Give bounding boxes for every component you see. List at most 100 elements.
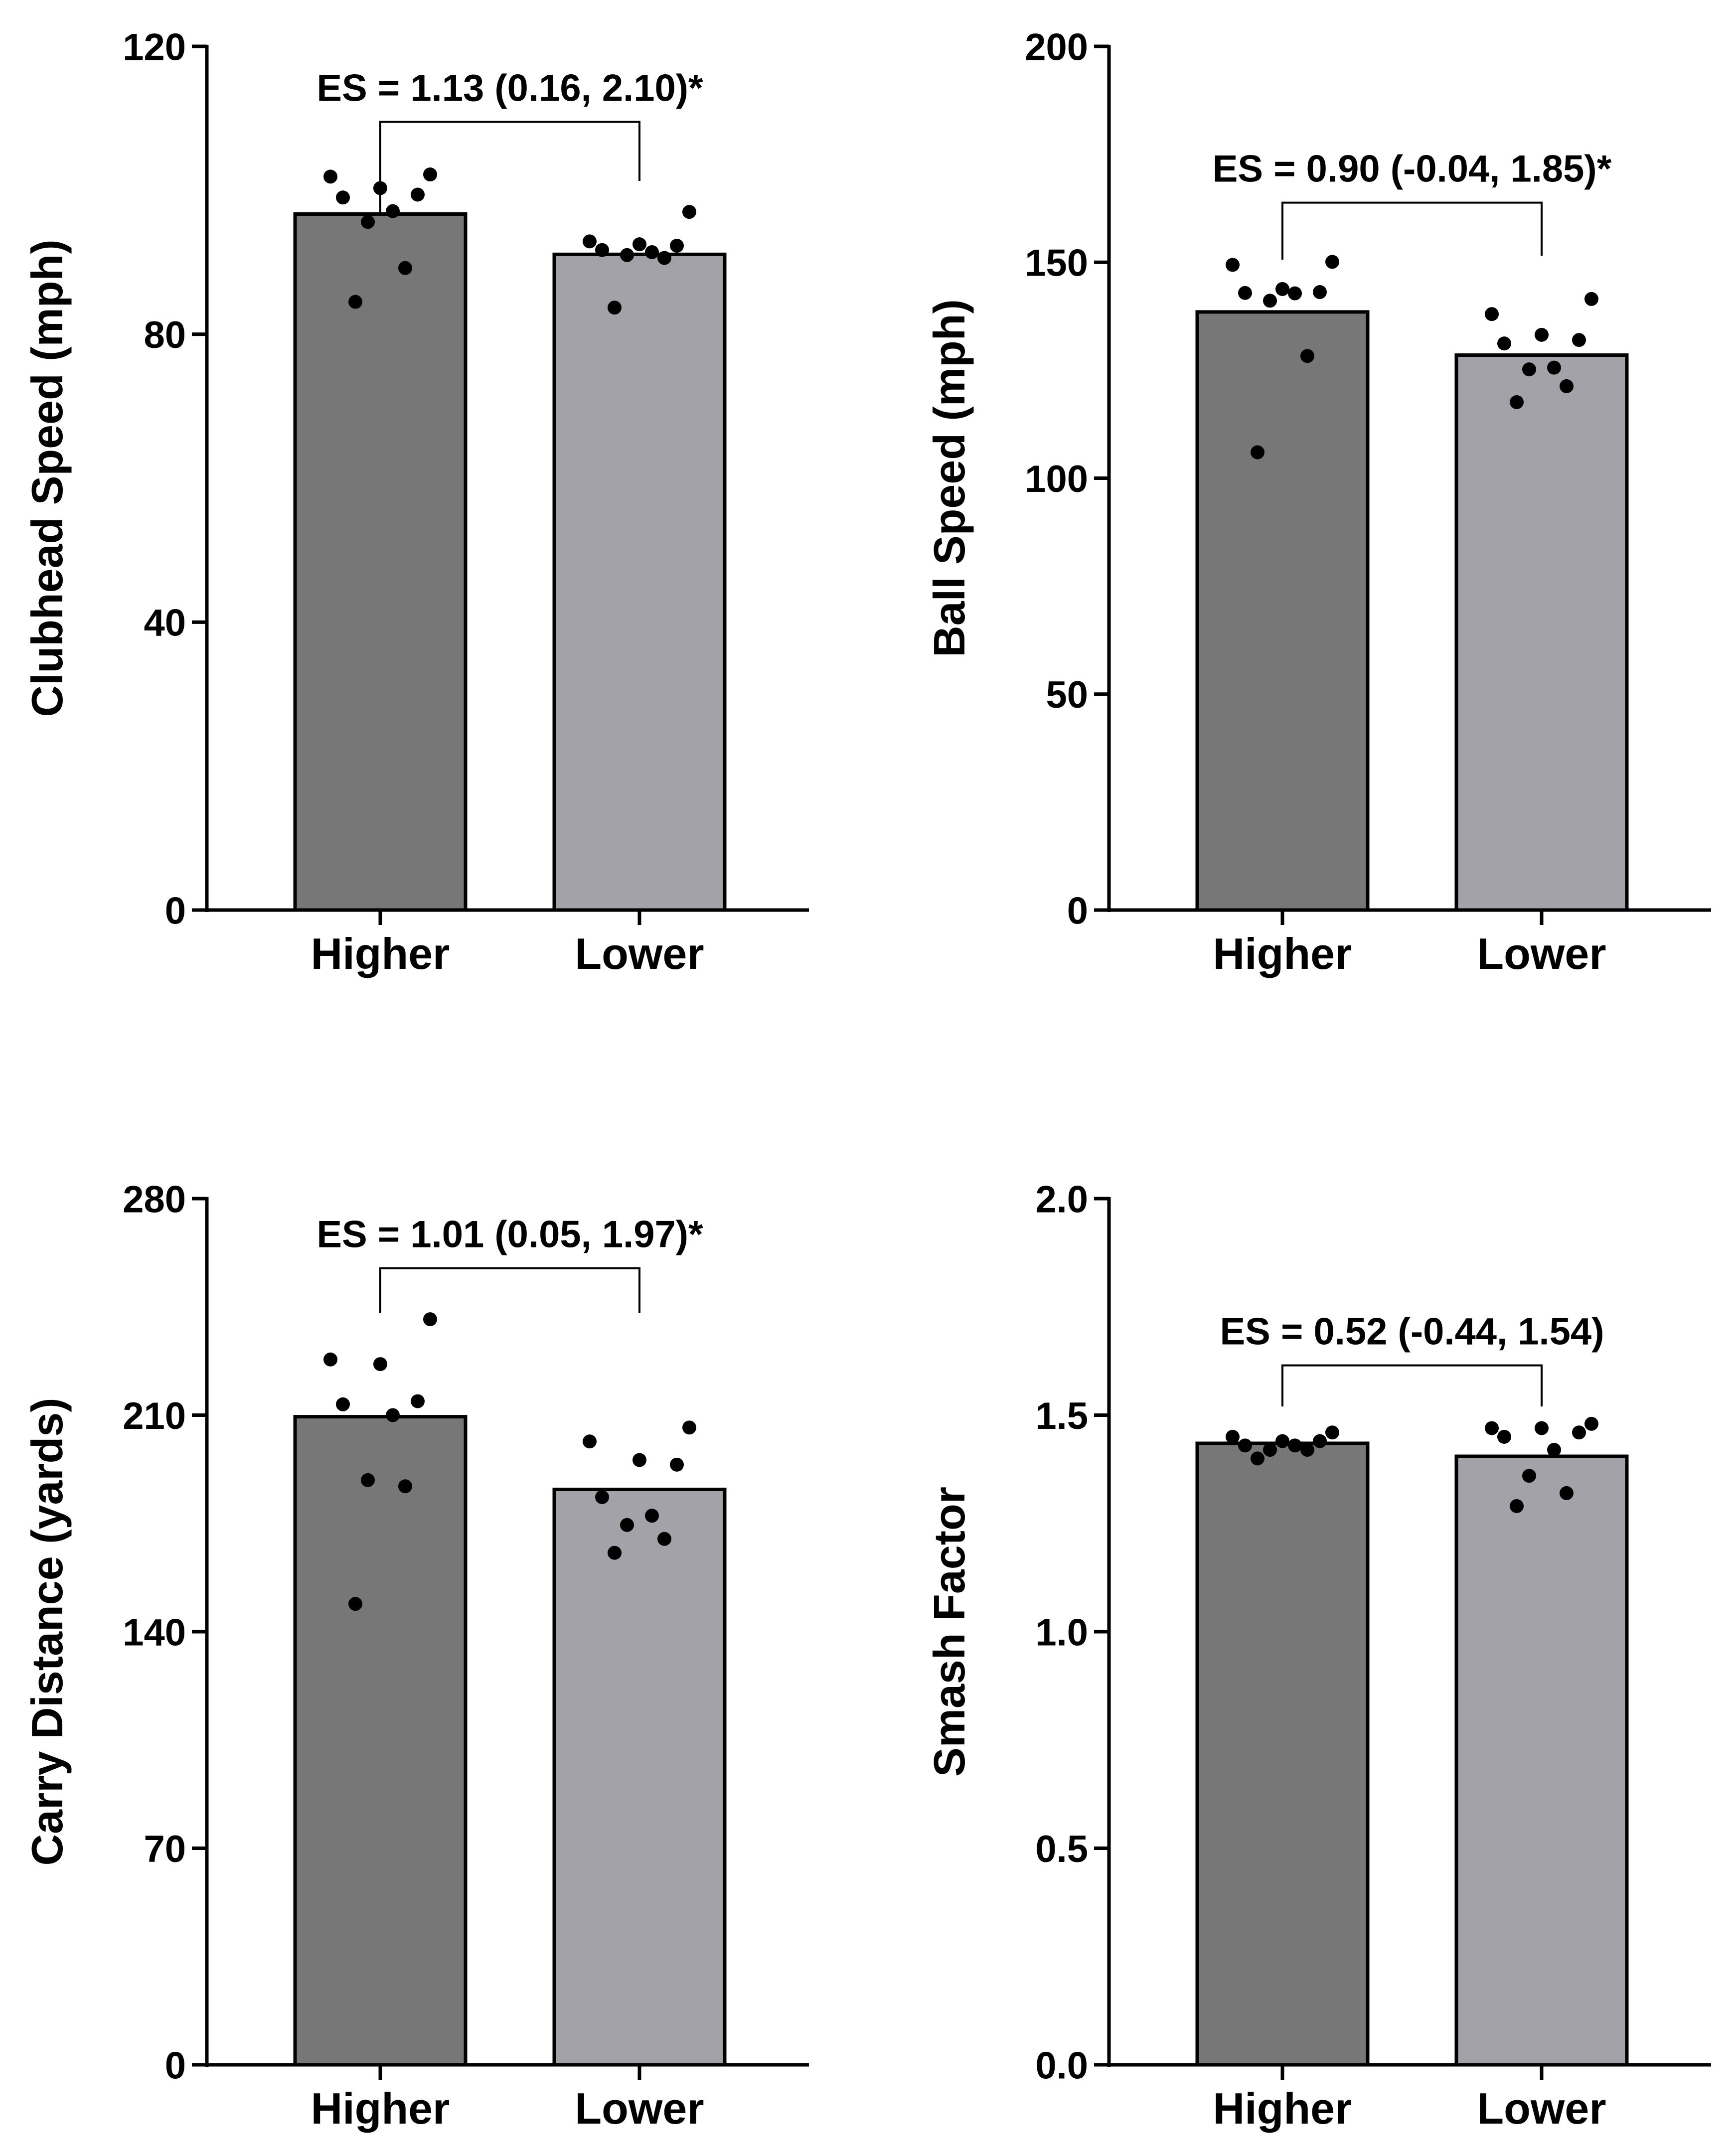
data-point-lower	[1510, 395, 1524, 409]
data-point-higher	[1275, 282, 1289, 296]
panel-carry-distance: 0 70 140 210 280 Higher Lower Carry Distance (y…	[22, 1178, 809, 2133]
significance-bracket	[1281, 201, 1543, 260]
data-point-lower	[1584, 1416, 1598, 1431]
y-axis-label: Smash Factor	[925, 1487, 974, 1777]
data-point-higher	[423, 167, 437, 182]
data-point-lower	[1584, 292, 1598, 306]
data-point-higher	[1275, 1434, 1289, 1448]
y-tick-label: 50	[1046, 674, 1088, 716]
y-tick-label: 100	[1025, 458, 1088, 500]
x-tick-label-higher: Higher	[1213, 2084, 1352, 2133]
y-tick-label: 280	[123, 1178, 186, 1221]
effect-size-annotation: ES = 1.13 (0.16, 2.10)*	[316, 67, 703, 110]
x-tick-label-higher: Higher	[311, 2084, 450, 2133]
data-point-higher	[411, 1394, 425, 1408]
data-point-higher	[398, 1479, 412, 1494]
bar-higher	[293, 1415, 468, 2067]
data-point-lower	[682, 1420, 696, 1435]
bar-lower	[1454, 353, 1629, 912]
data-point-higher	[348, 295, 362, 309]
data-point-higher	[1300, 349, 1314, 363]
y-tick-label: 80	[144, 314, 186, 356]
data-point-lower	[1560, 379, 1574, 393]
data-point-lower	[1485, 1421, 1499, 1435]
data-point-lower	[1497, 336, 1511, 351]
bar-lower	[552, 252, 727, 912]
data-point-lower	[657, 251, 671, 265]
y-tick-label: 0	[165, 890, 186, 932]
data-point-higher	[1263, 294, 1277, 308]
y-tick-label: 120	[123, 26, 186, 68]
data-point-higher	[1251, 1451, 1264, 1466]
y-tick-label: 150	[1025, 242, 1088, 285]
data-point-lower	[583, 1434, 597, 1449]
data-point-lower	[1510, 1499, 1524, 1513]
data-point-lower	[583, 234, 597, 249]
data-point-lower	[670, 1457, 684, 1472]
effect-size-annotation: ES = 0.52 (-0.44, 1.54)	[1220, 1311, 1604, 1353]
y-tick-label: 140	[123, 1611, 186, 1654]
data-point-lower	[1497, 1429, 1511, 1444]
y-axis-label: Carry Distance (yards)	[22, 1397, 72, 1865]
x-tick-label-lower: Lower	[1477, 929, 1606, 978]
data-point-higher	[1325, 1425, 1339, 1440]
data-point-lower	[620, 248, 634, 262]
bar-higher	[1195, 1441, 1370, 2067]
data-point-higher	[323, 169, 337, 184]
data-point-lower	[645, 245, 659, 260]
data-point-higher	[386, 204, 400, 218]
bar-higher	[1195, 310, 1370, 912]
significance-bracket	[1281, 1364, 1543, 1407]
data-point-higher	[1288, 1438, 1302, 1453]
y-tick-label: 1.5	[1035, 1395, 1088, 1437]
data-point-higher	[361, 215, 375, 229]
data-point-lower	[632, 237, 646, 252]
data-point-lower	[657, 1532, 671, 1546]
data-point-lower	[1560, 1486, 1574, 1500]
panel-clubhead-speed: 0 40 80 120 Higher Lower Clubhead Speed (mph) E…	[22, 26, 809, 978]
y-tick-label: 0	[1067, 890, 1088, 932]
data-point-higher	[336, 1397, 350, 1411]
y-axis-label: Ball Speed (mph)	[925, 299, 974, 657]
data-point-lower	[632, 1453, 646, 1467]
effect-size-annotation: ES = 0.90 (-0.04, 1.85)*	[1213, 148, 1612, 190]
data-point-lower	[1522, 362, 1536, 377]
data-point-higher	[1300, 1443, 1314, 1457]
data-point-higher	[1313, 285, 1327, 300]
data-point-higher	[323, 1352, 337, 1367]
data-point-higher	[1288, 286, 1302, 301]
data-point-higher	[1226, 258, 1240, 272]
data-point-lower	[1572, 333, 1586, 347]
data-point-higher	[398, 261, 412, 275]
data-point-lower	[645, 1509, 659, 1523]
data-point-higher	[336, 190, 350, 205]
data-point-lower	[1522, 1469, 1536, 1483]
data-point-lower	[595, 1490, 609, 1504]
significance-bracket	[379, 1267, 640, 1313]
panel-smash-factor: 0.0 0.5 1.0 1.5 2.0 Higher Lower Smash Factor ES…	[925, 1178, 1711, 2133]
bar-higher	[293, 212, 468, 912]
y-tick-label: 40	[144, 602, 186, 644]
y-tick-label: 0.0	[1035, 2044, 1088, 2087]
y-tick-label: 200	[1025, 26, 1088, 68]
x-tick-label-lower: Lower	[575, 2084, 704, 2133]
x-tick-label-higher: Higher	[1213, 929, 1352, 978]
data-point-higher	[1226, 1429, 1240, 1444]
data-point-higher	[1251, 445, 1264, 460]
y-tick-label: 0	[165, 2044, 186, 2087]
data-point-lower	[620, 1518, 634, 1532]
data-point-lower	[608, 1545, 622, 1560]
data-point-lower	[1547, 1443, 1561, 1457]
data-point-higher	[373, 1357, 387, 1372]
data-point-lower	[608, 301, 622, 315]
data-point-higher	[423, 1312, 437, 1327]
y-tick-label: 2.0	[1035, 1178, 1088, 1221]
y-axis-label: Clubhead Speed (mph)	[22, 239, 72, 717]
data-point-lower	[1547, 360, 1561, 375]
data-point-lower	[682, 205, 696, 219]
data-point-lower	[670, 239, 684, 253]
data-point-lower	[1485, 307, 1499, 321]
bar-lower	[552, 1487, 727, 2067]
